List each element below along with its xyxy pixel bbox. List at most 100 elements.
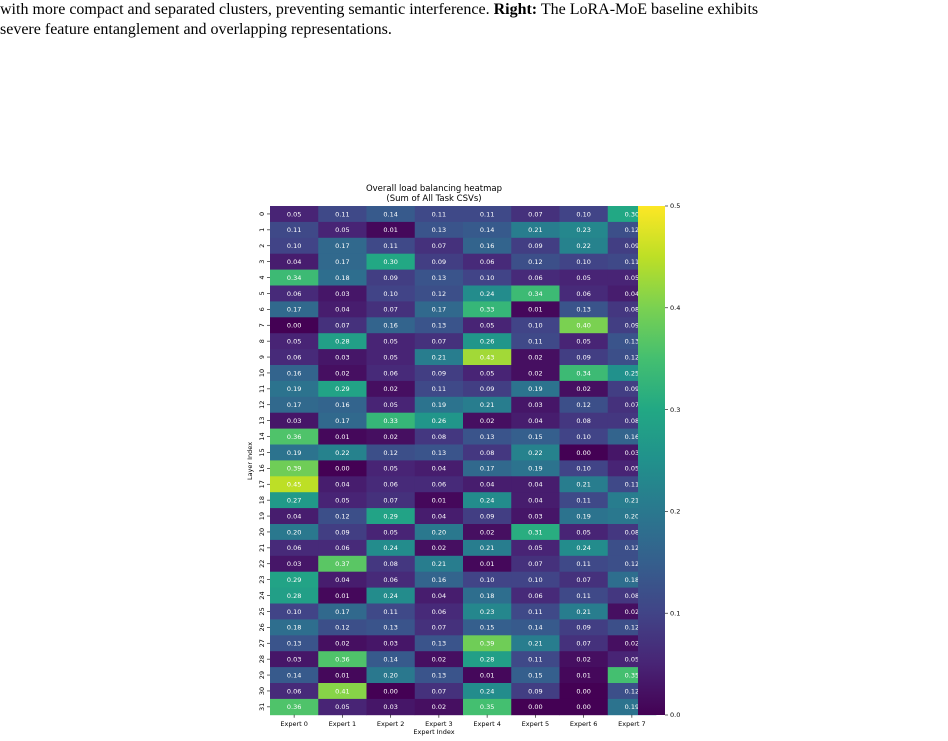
cell-value-label: 0.11 bbox=[625, 481, 639, 489]
cell-value-label: 0.34 bbox=[287, 274, 301, 282]
cell-value-label: 0.02 bbox=[383, 433, 397, 441]
y-axis: 0123456789101112131415161718192021222324… bbox=[258, 212, 270, 711]
cell-value-label: 0.10 bbox=[383, 290, 397, 298]
colorbar-tick-label: 0.3 bbox=[670, 406, 680, 414]
cell-value-label: 0.21 bbox=[576, 608, 590, 616]
cell-value-label: 0.10 bbox=[576, 465, 590, 473]
cell-value-label: 0.02 bbox=[625, 640, 639, 648]
heatmap-cell bbox=[511, 221, 560, 239]
chart-subtitle: (Sum of All Task CSVs) bbox=[386, 194, 481, 204]
heatmap-cell bbox=[414, 460, 464, 477]
heatmap-cell bbox=[318, 285, 367, 302]
cell-value-label: 0.07 bbox=[383, 306, 397, 314]
heatmap-cell bbox=[463, 603, 512, 620]
cell-value-label: 0.09 bbox=[625, 322, 639, 330]
heatmap-cell bbox=[366, 492, 416, 509]
heatmap-cell bbox=[366, 698, 416, 716]
cell-value-label: 0.17 bbox=[480, 465, 494, 473]
cell-value-label: 0.16 bbox=[287, 369, 301, 377]
heatmap-cell bbox=[366, 619, 416, 636]
cell-value-label: 0.03 bbox=[528, 401, 542, 409]
heatmap-cell bbox=[414, 587, 464, 604]
cell-value-label: 0.07 bbox=[576, 640, 590, 648]
heatmap-cell bbox=[511, 365, 560, 382]
cell-value-label: 0.14 bbox=[383, 210, 397, 218]
cell-value-label: 0.04 bbox=[432, 465, 446, 473]
cell-value-label: 0.34 bbox=[576, 369, 590, 377]
heatmap-cell bbox=[366, 365, 416, 382]
cell-value-label: 0.02 bbox=[335, 369, 349, 377]
heatmap-cell bbox=[414, 571, 464, 588]
cell-value-label: 0.33 bbox=[383, 417, 397, 425]
heatmap-cell bbox=[270, 651, 319, 668]
heatmap-cell bbox=[318, 365, 367, 382]
heatmap-cell bbox=[366, 508, 416, 525]
heatmap-cell bbox=[559, 206, 609, 223]
x-tick-label: Expert 0 bbox=[280, 720, 308, 728]
cell-value-label: 0.02 bbox=[335, 640, 349, 648]
heatmap-cell bbox=[318, 651, 367, 668]
cell-value-label: 0.06 bbox=[432, 608, 446, 616]
heatmap-cell bbox=[511, 476, 560, 493]
heatmap-cell bbox=[414, 412, 464, 429]
cell-value-label: 0.39 bbox=[480, 640, 494, 648]
cell-value-label: 0.06 bbox=[528, 274, 542, 282]
cell-value-label: 0.02 bbox=[480, 528, 494, 536]
cell-value-label: 0.19 bbox=[432, 401, 446, 409]
y-tick-label: 16 bbox=[258, 464, 266, 472]
cell-value-label: 0.01 bbox=[432, 496, 446, 504]
cell-value-label: 0.12 bbox=[528, 258, 542, 266]
cell-value-label: 0.04 bbox=[528, 417, 542, 425]
colorbar-tick-label: 0.2 bbox=[670, 508, 680, 516]
cell-value-label: 0.08 bbox=[480, 449, 494, 457]
cell-value-label: 0.06 bbox=[480, 258, 494, 266]
caption-line-2: severe feature entanglement and overlapp… bbox=[0, 21, 392, 38]
y-tick-label: 10 bbox=[258, 369, 266, 377]
heatmap-cell bbox=[511, 587, 560, 604]
cell-value-label: 0.10 bbox=[480, 274, 494, 282]
cell-value-label: 0.02 bbox=[625, 608, 639, 616]
heatmap-cell bbox=[318, 698, 367, 716]
heatmap-cell bbox=[366, 444, 416, 461]
cell-value-label: 0.08 bbox=[625, 528, 639, 536]
y-tick-label: 24 bbox=[258, 591, 266, 599]
cell-value-label: 0.07 bbox=[383, 496, 397, 504]
caption-text: with more compact and separated clusters… bbox=[0, 1, 494, 18]
heatmap-cell bbox=[559, 508, 609, 525]
heatmap-cell bbox=[318, 635, 367, 652]
heatmap-cell bbox=[318, 428, 367, 445]
heatmap-cell bbox=[270, 444, 319, 461]
cell-value-label: 0.16 bbox=[432, 576, 446, 584]
y-tick-label: 11 bbox=[258, 385, 266, 393]
cell-value-label: 0.06 bbox=[576, 290, 590, 298]
cell-value-label: 0.09 bbox=[576, 624, 590, 632]
heatmap-cell bbox=[366, 571, 416, 588]
y-tick-label: 18 bbox=[258, 496, 266, 504]
cell-value-label: 0.09 bbox=[432, 258, 446, 266]
cell-value-label: 0.19 bbox=[287, 449, 301, 457]
cell-value-label: 0.37 bbox=[335, 560, 349, 568]
cell-value-label: 0.09 bbox=[383, 274, 397, 282]
y-tick-label: 0 bbox=[258, 212, 266, 216]
heatmap-cell bbox=[463, 571, 512, 588]
cell-value-label: 0.12 bbox=[625, 687, 639, 695]
heatmap-cell bbox=[366, 269, 416, 286]
y-tick-label: 14 bbox=[258, 432, 266, 440]
heatmap-cell bbox=[414, 476, 464, 493]
cell-value-label: 0.05 bbox=[287, 337, 301, 345]
heatmap-cell bbox=[270, 428, 319, 445]
heatmap-cell bbox=[366, 603, 416, 620]
cell-value-label: 0.19 bbox=[576, 512, 590, 520]
heatmap-cell bbox=[559, 380, 609, 398]
cell-value-label: 0.05 bbox=[576, 274, 590, 282]
cell-value-label: 0.06 bbox=[528, 592, 542, 600]
cell-value-label: 0.28 bbox=[335, 337, 349, 345]
y-tick-label: 5 bbox=[258, 291, 266, 295]
heatmap-cell bbox=[414, 524, 464, 541]
heatmap-cell bbox=[366, 555, 416, 573]
heatmap-cell bbox=[511, 667, 560, 684]
cell-value-label: 0.07 bbox=[432, 337, 446, 345]
heatmap-cell bbox=[559, 285, 609, 302]
heatmap-cell bbox=[559, 635, 609, 652]
heatmap-cell bbox=[511, 269, 560, 286]
